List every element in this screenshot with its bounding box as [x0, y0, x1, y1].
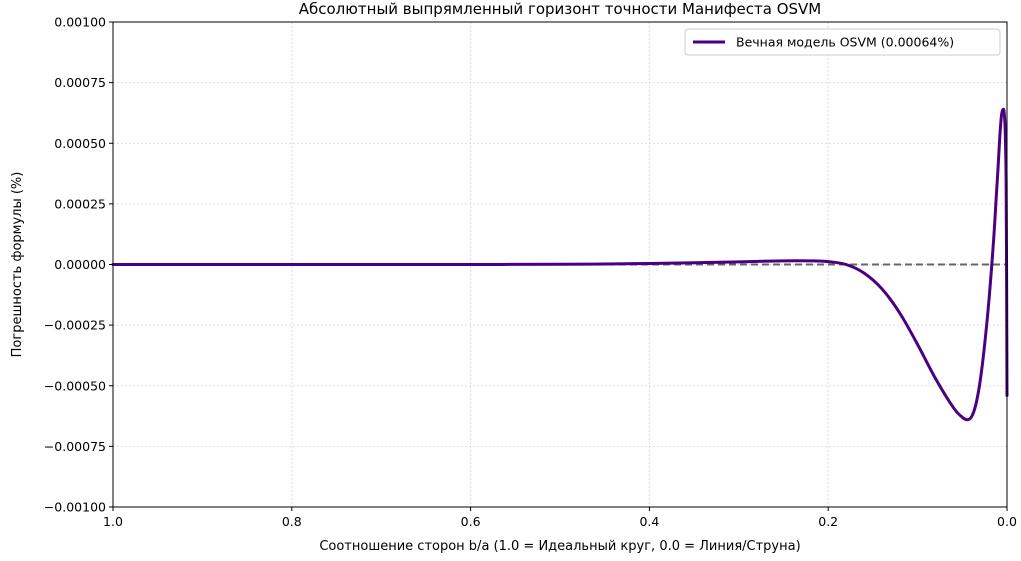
y-tick-label: 0.00075	[54, 75, 106, 90]
y-axis-label: Погрешность формулы (%)	[10, 172, 25, 358]
y-tick-label: 0.00100	[54, 15, 106, 30]
x-axis-ticks: 1.0 0.8 0.6 0.4 0.2 0.0	[103, 507, 1017, 529]
y-tick-label: −0.00075	[44, 439, 106, 454]
y-axis-ticks: 0.00100 0.00075 0.00050 0.00025 0.00000 −0.00…	[44, 15, 113, 515]
legend: Вечная модель OSVM (0.00064%)	[684, 28, 1001, 56]
chart-title: Абсолютный выпрямленный горизонт точност…	[299, 0, 821, 18]
x-axis-label: Соотношение сторон b/a (1.0 = Идеальный …	[319, 539, 800, 554]
series-group	[111, 107, 1009, 422]
y-tick-label: 0.00050	[54, 136, 106, 151]
legend-box	[684, 28, 1001, 56]
legend-label: Вечная модель OSVM (0.00064%)	[736, 35, 954, 50]
x-tick-label: 0.6	[461, 514, 481, 529]
y-tick-label: 0.00025	[54, 196, 106, 211]
x-tick-label: 0.8	[282, 514, 302, 529]
x-tick-label: 0.4	[639, 514, 659, 529]
y-tick-label: −0.00050	[44, 378, 106, 393]
x-tick-label: 1.0	[103, 514, 123, 529]
y-tick-label: 0.00000	[54, 257, 106, 272]
series-line	[111, 107, 1009, 422]
y-tick-label: −0.00100	[44, 500, 106, 515]
y-tick-label: −0.00025	[44, 318, 106, 333]
x-tick-label: 0.0	[997, 514, 1017, 529]
x-tick-label: 0.2	[818, 514, 838, 529]
